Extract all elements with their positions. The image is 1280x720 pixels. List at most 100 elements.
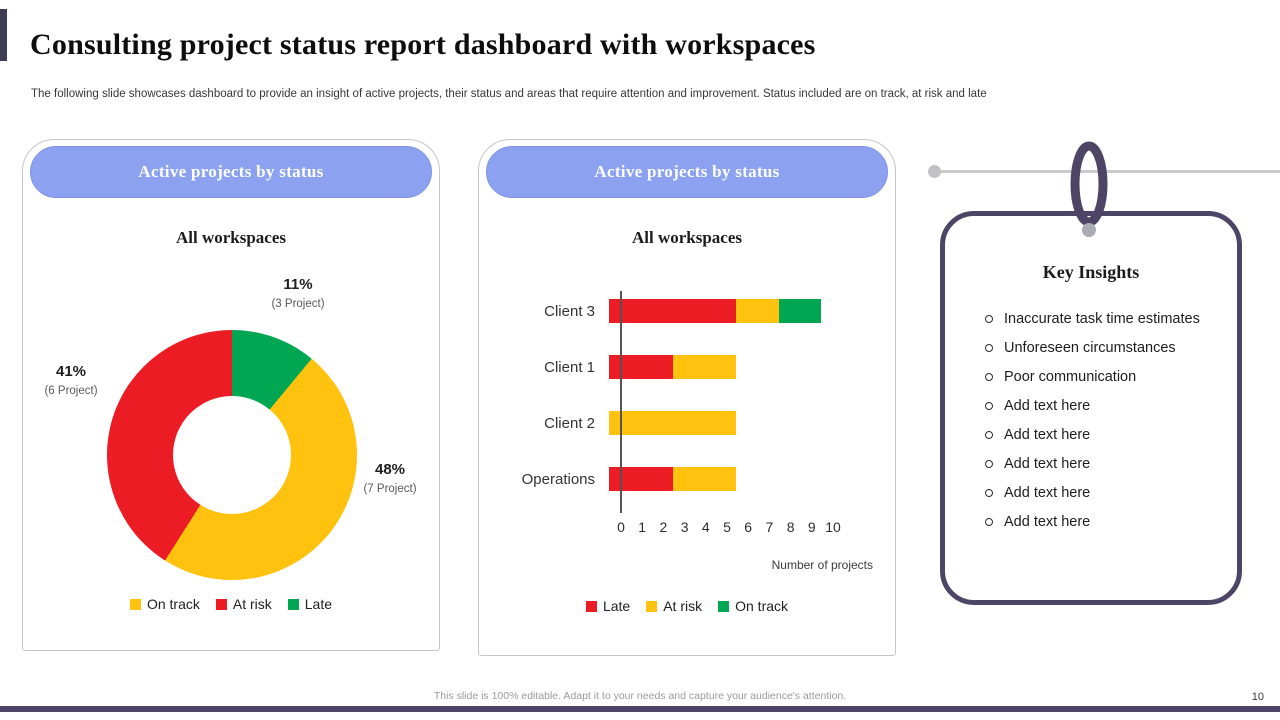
insights-item: Add text here xyxy=(985,421,1213,450)
bar-chart-card: Active projects by status All workspaces… xyxy=(478,139,896,656)
legend-swatch-icon xyxy=(585,600,597,612)
insights-item-text: Inaccurate task time estimates xyxy=(1004,311,1200,327)
bar-category-label: Client 3 xyxy=(544,302,595,320)
circle-bullet-icon xyxy=(985,431,993,439)
bar-category-label: Client 2 xyxy=(544,414,595,432)
x-axis-tick: 0 xyxy=(617,519,625,535)
y-axis-line xyxy=(620,291,622,513)
key-insights-title: Key Insights xyxy=(1042,262,1140,282)
circle-bullet-icon xyxy=(985,489,993,497)
key-insights-card: Key Insights Inaccurate task time estima… xyxy=(940,211,1242,605)
insights-item-text: Add text here xyxy=(1004,485,1091,501)
bar-track xyxy=(609,467,821,491)
x-axis-tick: 2 xyxy=(659,519,668,535)
bar-segment-at-risk xyxy=(736,299,779,323)
callout-note: (3 Project) xyxy=(271,298,325,310)
x-axis-tick: 10 xyxy=(825,519,841,535)
bar-row: Operations xyxy=(491,467,885,491)
bar-track xyxy=(609,355,821,379)
bar-row: Client 3 xyxy=(491,299,885,323)
donut-chart xyxy=(107,330,357,580)
legend-label: Late xyxy=(304,596,333,612)
bottom-accent-bar xyxy=(0,706,1280,712)
bar-legend: Late At risk On track xyxy=(479,598,895,614)
insights-item: Add text here xyxy=(985,479,1213,508)
legend-item: On track xyxy=(718,598,788,614)
insights-item: Add text here xyxy=(985,508,1213,537)
donut-chart-card: Active projects by status All workspaces… xyxy=(22,139,440,651)
bar-track xyxy=(609,299,821,323)
donut-card-header-button[interactable]: Active projects by status xyxy=(30,146,432,198)
circle-bullet-icon xyxy=(985,373,993,381)
callout-note: (7 Project) xyxy=(363,483,417,495)
legend-swatch-icon xyxy=(287,598,299,610)
legend-item: At risk xyxy=(215,596,272,612)
page-subtitle: The following slide showcases dashboard … xyxy=(31,88,987,100)
bar-card-header-label: Active projects by status xyxy=(594,162,780,181)
x-axis-ticks: 0 1 2 3 4 5 6 7 8 9 10 xyxy=(617,519,841,537)
bar-row: Client 1 xyxy=(491,355,885,379)
x-axis-tick: 6 xyxy=(744,519,753,535)
insights-list: Inaccurate task time estimates Unforeseen… xyxy=(985,305,1213,537)
circle-bullet-icon xyxy=(985,518,993,526)
connector-dot xyxy=(928,165,941,178)
x-axis-tick: 4 xyxy=(701,519,710,535)
insights-item: Add text here xyxy=(985,392,1213,421)
legend-item: Late xyxy=(585,598,631,614)
paperclip-pin-icon xyxy=(1070,141,1108,237)
x-axis-tick: 3 xyxy=(680,519,689,535)
circle-bullet-icon xyxy=(985,460,993,468)
footer-note: This slide is 100% editable. Adapt it to… xyxy=(433,690,847,702)
donut-card-subheader: All workspaces xyxy=(175,228,287,247)
donut-hole xyxy=(173,396,291,514)
bar-segment-at-risk xyxy=(672,355,737,379)
legend-label: On track xyxy=(146,596,200,612)
donut-card-header-label: Active projects by status xyxy=(138,162,324,181)
legend-label: Late xyxy=(602,598,631,614)
x-axis-tick: 9 xyxy=(807,519,816,535)
x-axis-label: Number of projects xyxy=(771,558,873,572)
x-axis-tick: 5 xyxy=(723,519,731,535)
bar-card-subheader: All workspaces xyxy=(631,228,743,247)
insights-item-text: Unforeseen circumstances xyxy=(1004,340,1176,356)
legend-item: Late xyxy=(287,596,333,612)
legend-item: On track xyxy=(129,596,200,612)
insights-item-text: Add text here xyxy=(1004,427,1091,443)
bar-segment-late xyxy=(609,467,673,491)
circle-bullet-icon xyxy=(985,402,993,410)
circle-bullet-icon xyxy=(985,315,993,323)
bar-segment-on-track xyxy=(778,299,821,323)
page-title: Consulting project status report dashboa… xyxy=(30,28,816,61)
insights-item-text: Add text here xyxy=(1004,514,1091,530)
bar-segment-late xyxy=(609,299,737,323)
insights-item-text: Add text here xyxy=(1004,456,1091,472)
legend-item: At risk xyxy=(646,598,702,614)
legend-swatch-icon xyxy=(646,600,658,612)
legend-swatch-icon xyxy=(129,598,141,610)
legend-swatch-icon xyxy=(215,598,227,610)
donut-callout-on-track: 48% (7 Project) xyxy=(363,461,416,495)
legend-label: At risk xyxy=(232,596,272,612)
bar-category-label: Client 1 xyxy=(544,358,595,376)
callout-percent: 48% xyxy=(374,461,406,478)
bar-segment-at-risk xyxy=(609,411,737,435)
x-axis-tick: 7 xyxy=(765,519,774,535)
legend-swatch-icon xyxy=(718,600,730,612)
donut-callout-at-risk: 41% (6 Project) xyxy=(44,363,97,397)
bar-track xyxy=(609,411,821,435)
x-axis-tick: 1 xyxy=(638,519,647,535)
x-axis-tick: 8 xyxy=(786,519,795,535)
bar-segment-late xyxy=(609,355,673,379)
insights-item: Unforeseen circumstances xyxy=(985,334,1213,363)
donut-legend: On track At risk Late xyxy=(23,596,439,612)
insights-item: Poor communication xyxy=(985,363,1213,392)
insights-item-text: Poor communication xyxy=(1004,369,1137,385)
bar-card-header-button[interactable]: Active projects by status xyxy=(486,146,888,198)
donut-callout-late: 11% (3 Project) xyxy=(271,276,324,310)
insights-item: Add text here xyxy=(985,450,1213,479)
bar-segment-at-risk xyxy=(672,467,737,491)
callout-note: (6 Project) xyxy=(44,385,98,397)
page-number: 10 xyxy=(1251,691,1264,703)
legend-label: On track xyxy=(735,598,789,614)
